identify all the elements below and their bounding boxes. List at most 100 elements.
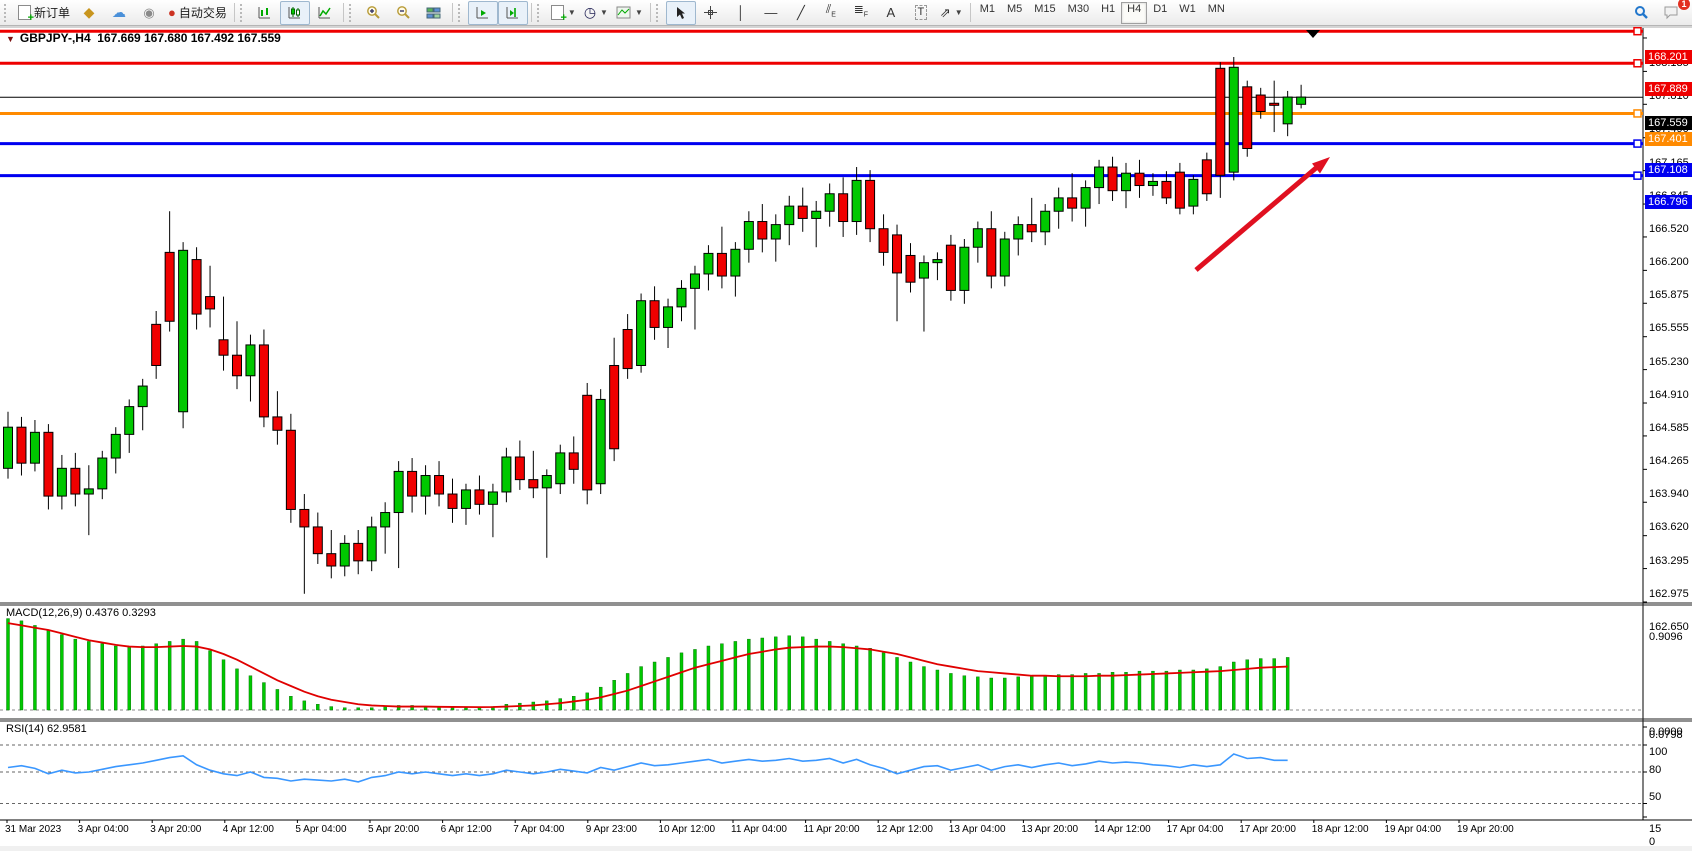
text-button[interactable]: A xyxy=(876,1,906,25)
timeframe-button-m1[interactable]: M1 xyxy=(979,2,995,15)
macd-histogram-bar xyxy=(1097,673,1101,711)
timeframe-button-h1[interactable]: H1 xyxy=(1101,2,1116,15)
candle-body xyxy=(1026,224,1037,233)
time-axis-label: 6 Apr 12:00 xyxy=(440,824,492,835)
macd-histogram-bar xyxy=(733,641,738,711)
auto-trading-button[interactable]: ● 自动交易 xyxy=(164,1,231,25)
macd-histogram-bar xyxy=(666,657,670,711)
candle-body xyxy=(56,467,67,497)
macd-histogram-bar xyxy=(343,707,347,711)
template-icon xyxy=(616,6,631,19)
candle-body xyxy=(3,426,13,469)
line-anchor-marker xyxy=(1633,139,1642,148)
candle-body xyxy=(1094,166,1105,189)
profiles-button[interactable]: ◆ xyxy=(74,1,104,25)
chevron-down-icon: ▼ xyxy=(954,8,963,17)
candle-body xyxy=(676,287,687,308)
macd-histogram-bar xyxy=(814,638,818,711)
channel-button[interactable]: ⫽E xyxy=(816,1,846,25)
search-icon xyxy=(1634,6,1648,19)
indicators-button[interactable]: + ▼ xyxy=(547,1,580,25)
candle-body xyxy=(218,339,229,356)
candle-body xyxy=(434,475,445,495)
auto-scroll-button[interactable] xyxy=(467,0,498,25)
zoom-in-button[interactable] xyxy=(359,1,389,25)
tile-windows-button[interactable] xyxy=(419,1,449,25)
macd-histogram-bar xyxy=(922,666,926,711)
macd-histogram-bar xyxy=(949,673,953,711)
candle-body xyxy=(865,179,876,230)
line-chart-button[interactable] xyxy=(310,1,340,25)
candle-body xyxy=(205,296,216,310)
timeframe-button-h4[interactable]: H4 xyxy=(1121,1,1148,24)
text-icon: A xyxy=(886,5,896,20)
candle-body xyxy=(353,542,364,562)
macd-histogram-bar xyxy=(369,707,374,711)
community-button[interactable]: ☁ xyxy=(104,1,134,25)
trendline-button[interactable]: ╱ xyxy=(786,1,816,25)
macd-histogram-bar xyxy=(976,676,980,711)
candle-body xyxy=(649,300,660,328)
price-tick-label: 165.230 xyxy=(1649,355,1689,368)
candle-body xyxy=(730,248,741,277)
chart-shift-button[interactable] xyxy=(497,0,528,25)
timeframe-button-m15[interactable]: M15 xyxy=(1034,2,1056,15)
candle-body xyxy=(1242,86,1253,150)
chat-button[interactable]: 1 xyxy=(1656,0,1690,25)
horizontal-line-button[interactable]: — xyxy=(756,1,786,25)
macd-histogram-bar xyxy=(572,696,576,711)
templates-button[interactable]: ▼ xyxy=(612,1,647,25)
macd-histogram-bar xyxy=(1285,657,1290,711)
timeframe-button-m5[interactable]: M5 xyxy=(1006,2,1023,15)
arrows-button[interactable]: ⇗ ▼ xyxy=(936,1,967,25)
candle-body xyxy=(972,228,983,248)
chat-badge: 1 xyxy=(1678,0,1690,10)
timeframe-button-w1[interactable]: W1 xyxy=(1179,2,1196,15)
time-axis-label: 19 Apr 20:00 xyxy=(1457,824,1514,835)
macd-histogram-bar xyxy=(1003,677,1007,711)
periods-button[interactable]: ◷ ▼ xyxy=(580,1,612,25)
bar-chart-button[interactable] xyxy=(250,1,280,25)
macd-histogram-bar xyxy=(316,704,320,711)
main-toolbar: + 新订单 ◆ ☁ ◉ ● 自动交易 + ▼ ◷ ▼ ▼ │ — ╱ ⫽E ≣F A T ⇗ ▼ M1 M5 M15 M30 H… xyxy=(0,0,1692,26)
macd-histogram-bar xyxy=(720,643,724,711)
timeframe-button-mn[interactable]: MN xyxy=(1207,2,1225,15)
chart-canvas[interactable] xyxy=(0,26,1692,851)
macd-histogram-bar xyxy=(1205,668,1209,711)
text-label-button[interactable]: T xyxy=(906,1,936,25)
line-anchor-marker xyxy=(1633,59,1642,68)
candle-body xyxy=(743,221,754,250)
signals-icon: ◉ xyxy=(143,5,155,20)
toolbar-separator xyxy=(649,3,651,22)
candle-body xyxy=(164,251,175,322)
price-tick-label: 165.555 xyxy=(1649,322,1689,335)
macd-histogram-bar xyxy=(598,686,603,711)
fibonacci-button[interactable]: ≣F xyxy=(846,1,876,25)
macd-histogram-bar xyxy=(167,641,172,711)
zoom-out-button[interactable] xyxy=(389,1,419,25)
timeframe-button-d1[interactable]: D1 xyxy=(1153,2,1168,15)
macd-histogram-bar xyxy=(19,620,24,711)
crosshair-button[interactable] xyxy=(696,1,726,25)
chart-area[interactable]: ▼ GBPJPY-,H4 167.669 167.680 167.492 167.… xyxy=(0,26,1692,851)
candlestick-chart-button[interactable] xyxy=(279,0,310,25)
macd-scale-bottom: 0.0798 xyxy=(1649,729,1683,741)
chart-title: ▼ GBPJPY-,H4 167.669 167.680 167.492 167.… xyxy=(6,31,281,45)
macd-histogram-bar xyxy=(1232,661,1236,711)
search-button[interactable] xyxy=(1626,1,1656,25)
new-order-button[interactable]: + 新订单 xyxy=(14,1,74,25)
timeframe-button-m30[interactable]: M30 xyxy=(1067,2,1090,15)
cursor-button[interactable] xyxy=(665,0,696,25)
price-tick-label: 165.875 xyxy=(1649,289,1689,302)
one-click-trading-collapse-icon[interactable]: ▼ xyxy=(6,34,15,44)
signals-button[interactable]: ◉ xyxy=(134,1,164,25)
chevron-down-icon: ▼ xyxy=(634,8,643,17)
macd-histogram-bar xyxy=(275,689,280,711)
tile-windows-icon xyxy=(426,6,441,20)
vertical-line-button[interactable]: │ xyxy=(726,1,756,25)
macd-histogram-bar xyxy=(181,638,185,711)
candle-body xyxy=(339,542,350,567)
candle-body xyxy=(757,221,768,240)
candle-body xyxy=(824,193,835,212)
time-axis-label: 5 Apr 20:00 xyxy=(368,824,420,835)
